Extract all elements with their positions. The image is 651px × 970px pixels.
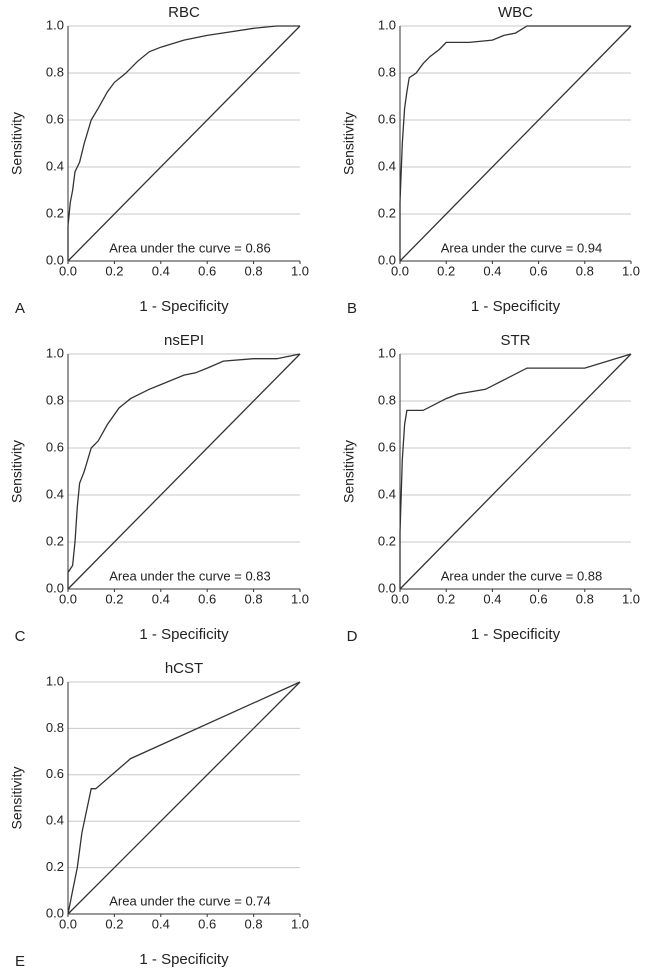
y-tick-label: 0.2 xyxy=(378,205,396,220)
x-axis-label: 1 - Specificity xyxy=(139,298,229,315)
y-tick-label: 0.4 xyxy=(46,158,64,173)
y-tick-label: 0.8 xyxy=(46,720,64,735)
reference-line xyxy=(399,353,632,590)
x-tick-label: 0.8 xyxy=(576,263,594,278)
chart-title: RBC xyxy=(168,4,200,21)
annotation: Area under the curve = 0.74 xyxy=(109,893,271,908)
roc-curve xyxy=(399,353,632,589)
y-tick-label: 0.0 xyxy=(46,580,64,595)
roc-curve xyxy=(67,353,301,589)
x-tick-label: 0.8 xyxy=(576,591,594,606)
y-tick-label: 0.6 xyxy=(46,439,64,454)
y-axis-label: Sensitivity xyxy=(341,440,357,503)
y-tick-label: 1.0 xyxy=(378,345,396,360)
y-tick-label: 0.2 xyxy=(46,533,64,548)
annotation: Area under the curve = 0.86 xyxy=(109,240,271,255)
roc-curve xyxy=(399,25,631,261)
roc-curve xyxy=(67,25,300,261)
x-tick-label: 0.8 xyxy=(245,591,263,606)
panel-label: D xyxy=(347,628,358,645)
x-tick-label: 0.2 xyxy=(105,916,123,931)
x-tick-label: 0.6 xyxy=(530,591,548,606)
y-tick-label: 0.4 xyxy=(46,486,64,501)
x-tick-label: 0.0 xyxy=(59,591,77,606)
y-tick-label: 0.8 xyxy=(46,64,64,79)
panel-label: B xyxy=(347,300,357,317)
y-tick-label: 1.0 xyxy=(46,17,64,32)
x-tick-label: 0.0 xyxy=(59,263,77,278)
x-tick-label: 0.0 xyxy=(391,591,409,606)
x-tick-label: 0.4 xyxy=(483,263,501,278)
y-tick-label: 0.0 xyxy=(378,580,396,595)
y-tick-label: 0.0 xyxy=(46,252,64,267)
y-tick-label: 0.6 xyxy=(46,111,64,126)
y-tick-label: 0.8 xyxy=(378,392,396,407)
y-tick-label: 0.6 xyxy=(46,766,64,781)
x-tick-label: 0.4 xyxy=(152,916,170,931)
y-tick-label: 0.2 xyxy=(378,533,396,548)
x-tick-label: 1.0 xyxy=(291,591,309,606)
x-tick-label: 1.0 xyxy=(622,591,640,606)
x-tick-label: 0.0 xyxy=(59,916,77,931)
x-tick-label: 0.0 xyxy=(391,263,409,278)
reference-line xyxy=(67,681,301,915)
panel-label: E xyxy=(15,953,25,970)
x-tick-label: 0.4 xyxy=(483,591,501,606)
y-tick-label: 0.0 xyxy=(46,905,64,920)
y-tick-label: 0.2 xyxy=(46,859,64,874)
x-tick-label: 0.4 xyxy=(152,591,170,606)
x-tick-label: 0.8 xyxy=(245,916,263,931)
x-axis-label: 1 - Specificity xyxy=(139,626,229,643)
y-tick-label: 1.0 xyxy=(46,345,64,360)
y-tick-label: 0.8 xyxy=(378,64,396,79)
y-axis-label: Sensitivity xyxy=(341,112,357,175)
y-tick-label: 0.4 xyxy=(378,486,396,501)
x-tick-label: 0.2 xyxy=(105,263,123,278)
y-axis-label: Sensitivity xyxy=(9,112,25,175)
chart-title: hCST xyxy=(165,660,203,677)
y-tick-label: 0.4 xyxy=(46,813,64,828)
y-tick-label: 0.6 xyxy=(378,111,396,126)
x-tick-label: 0.2 xyxy=(437,591,455,606)
y-tick-label: 0.4 xyxy=(378,158,396,173)
x-tick-label: 0.6 xyxy=(198,591,216,606)
x-tick-label: 0.6 xyxy=(198,263,216,278)
annotation: Area under the curve = 0.83 xyxy=(109,568,271,583)
x-tick-label: 0.6 xyxy=(530,263,548,278)
x-tick-label: 0.4 xyxy=(152,263,170,278)
annotation: Area under the curve = 0.94 xyxy=(441,240,603,255)
x-tick-label: 1.0 xyxy=(622,263,640,278)
x-tick-label: 0.2 xyxy=(105,591,123,606)
x-axis-label: 1 - Specificity xyxy=(471,298,561,315)
x-tick-label: 1.0 xyxy=(291,263,309,278)
x-tick-label: 1.0 xyxy=(291,916,309,931)
x-tick-label: 0.6 xyxy=(198,916,216,931)
chart-title: WBC xyxy=(498,4,533,21)
roc-curve xyxy=(67,681,301,915)
annotation: Area under the curve = 0.88 xyxy=(441,568,603,583)
chart-title: STR xyxy=(501,332,531,349)
reference-line xyxy=(399,25,632,262)
x-axis-label: 1 - Specificity xyxy=(471,626,561,643)
y-tick-label: 0.6 xyxy=(378,439,396,454)
y-tick-label: 1.0 xyxy=(378,17,396,32)
panel-label: A xyxy=(15,300,25,317)
y-tick-label: 0.8 xyxy=(46,392,64,407)
x-tick-label: 0.8 xyxy=(245,263,263,278)
y-tick-label: 0.0 xyxy=(378,252,396,267)
y-axis-label: Sensitivity xyxy=(9,440,25,503)
y-axis-label: Sensitivity xyxy=(9,766,25,829)
reference-line xyxy=(67,25,301,262)
reference-line xyxy=(67,353,301,590)
chart-title: nsEPI xyxy=(164,332,204,349)
y-tick-label: 1.0 xyxy=(46,673,64,688)
x-axis-label: 1 - Specificity xyxy=(139,951,229,968)
x-tick-label: 0.2 xyxy=(437,263,455,278)
y-tick-label: 0.2 xyxy=(46,205,64,220)
panel-label: C xyxy=(15,628,26,645)
